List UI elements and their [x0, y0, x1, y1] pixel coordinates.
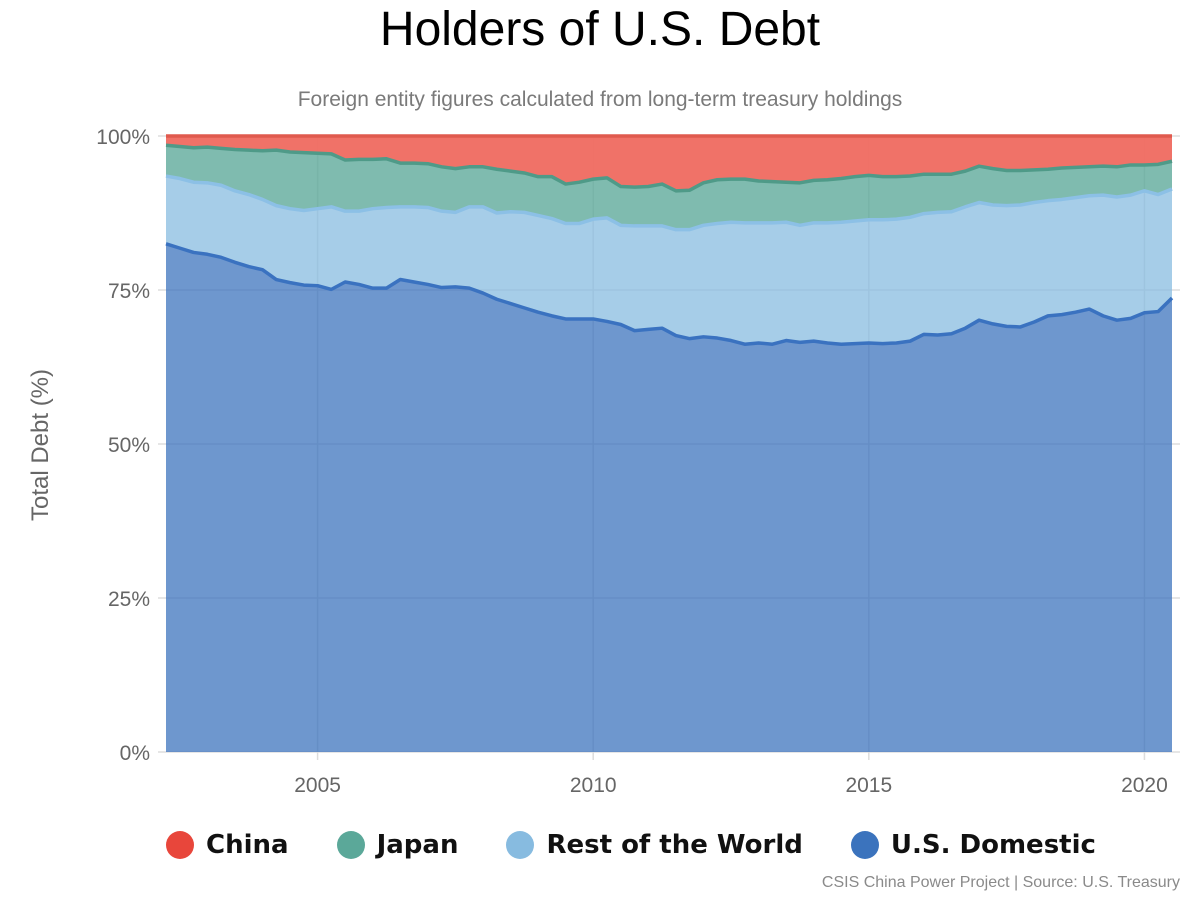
chart-title: Holders of U.S. Debt: [379, 3, 821, 56]
legend-swatch-japan: [336, 831, 365, 859]
area-layer: [166, 136, 1172, 753]
x-tick-label: 2020: [1121, 774, 1168, 797]
legend: China Japan Rest of the World U.S. Domes…: [166, 830, 1144, 860]
legend-label-rest-of-world: Rest of the World: [546, 830, 803, 860]
line-japan: [165, 143, 1173, 193]
area-u-s-domestic[interactable]: [166, 243, 1172, 753]
line-layer: [165, 134, 1174, 346]
legend-swatch-china: [166, 831, 194, 859]
axis-layer: 0% 25% 50% 75% 100% 2005 2010 2015 2020: [96, 126, 1168, 797]
line-rest-of-the-world: [165, 174, 1173, 232]
y-tick-label: 75%: [108, 280, 150, 303]
area-rest-of-the-world[interactable]: [166, 176, 1172, 345]
legend-label-china: China: [206, 830, 289, 860]
x-tick-label: 2015: [845, 774, 892, 797]
x-tick-label: 2010: [570, 774, 617, 797]
chart-subtitle: Foreign entity figures calculated from l…: [297, 88, 903, 111]
source-note: CSIS China Power Project | Source: U.S. …: [821, 874, 1180, 891]
legend-label-us-domestic: U.S. Domestic: [890, 830, 1096, 860]
y-tick-label: 50%: [108, 434, 150, 457]
legend-item-us-domestic[interactable]: U.S. Domestic: [850, 830, 1096, 860]
y-tick-label: 0%: [120, 742, 150, 765]
legend-swatch-us-domestic: [850, 831, 879, 859]
legend-item-china[interactable]: China: [166, 830, 289, 860]
y-tick-label: 100%: [96, 126, 150, 149]
legend-item-rest-of-world[interactable]: Rest of the World: [506, 830, 803, 860]
x-tick-label: 2005: [294, 774, 341, 797]
legend-label-japan: Japan: [376, 830, 459, 860]
line-u-s-domestic: [165, 242, 1174, 346]
area-china[interactable]: [166, 136, 1172, 191]
y-tick-label: 25%: [108, 588, 150, 611]
y-axis-label: Total Debt (%): [27, 369, 54, 521]
legend-item-japan[interactable]: Japan: [336, 830, 459, 860]
legend-swatch-rest-of-world: [506, 831, 535, 859]
